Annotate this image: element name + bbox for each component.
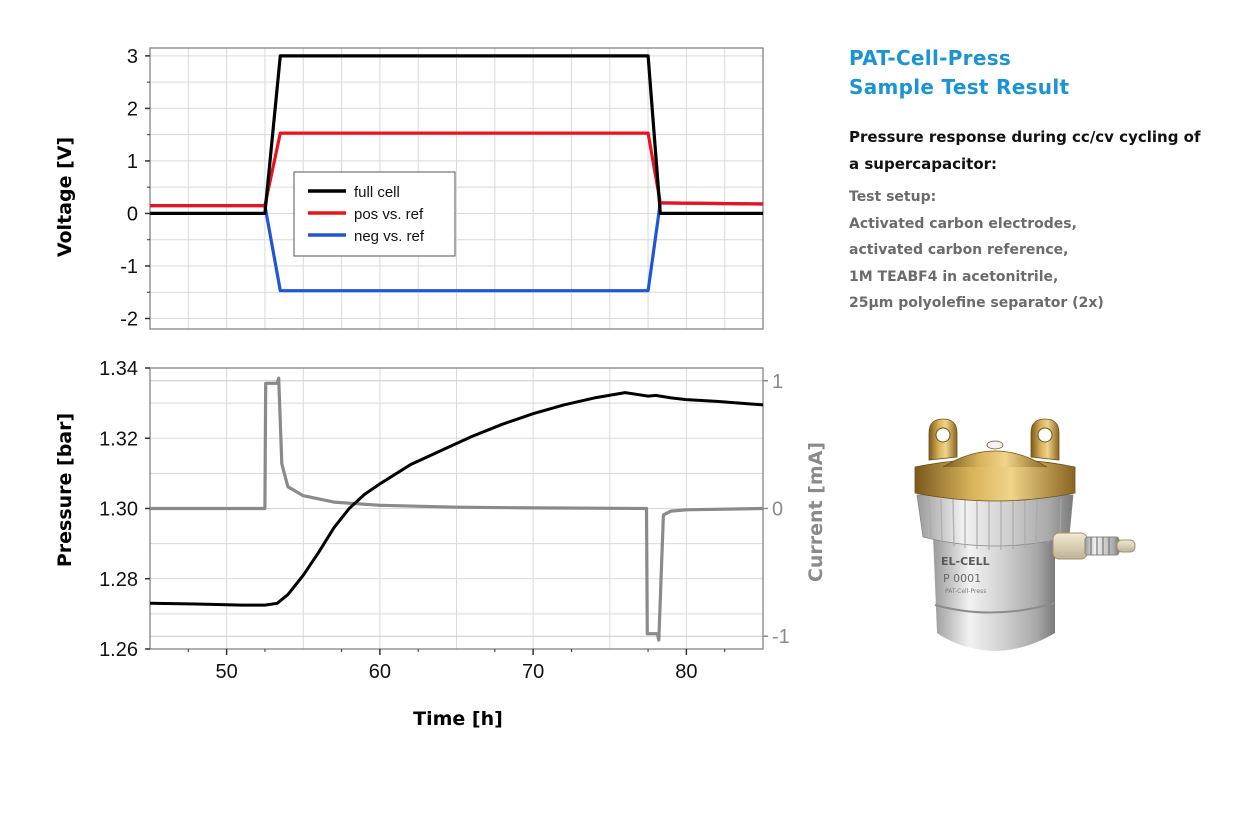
- time-xlabel: Time [h]: [413, 708, 503, 730]
- voltage-plot-frame: [149, 47, 764, 330]
- charts-canvas: 3 2 1 0 -1 -2 Voltage [V] full cell pos vs. r…: [54, 46, 827, 730]
- voltage-ytick-label: 0: [127, 203, 138, 225]
- voltage-ytick-label: 3: [127, 46, 138, 68]
- panel-title-line1: PAT-Cell-Press: [849, 46, 1012, 70]
- device-mounting-ears: [928, 418, 1060, 461]
- voltage-ytick-label: 2: [127, 98, 138, 120]
- pat-cell-press-device-image: EL-CELL P 0001 PAT-Cell-Press: [914, 418, 1136, 651]
- device-serial-text: P 0001: [943, 572, 981, 585]
- voltage-ytick-label: -1: [120, 256, 138, 278]
- time-xtick-label: 70: [522, 661, 544, 683]
- pressure-chart: 1.34 1.32 1.30 1.28 1.26 1 0 -1 50 60 70 80 Press…: [54, 358, 827, 730]
- device-brand-text: EL-CELL: [941, 555, 990, 568]
- voltage-yticks: 3 2 1 0 -1 -2: [120, 46, 150, 330]
- time-xticks: 50 60 70 80: [187, 649, 726, 683]
- voltage-chart: 3 2 1 0 -1 -2 Voltage [V] full cell pos vs. r…: [54, 46, 764, 330]
- current-ytick-label: 0: [772, 499, 783, 521]
- series-pos-vs-ref: [150, 131, 764, 208]
- voltage-legend: full cell pos vs. ref neg vs. ref: [293, 171, 456, 257]
- series-pressure: [149, 391, 764, 607]
- device-side-fitting: [1052, 532, 1136, 560]
- setup-line: 25µm polyolefine separator (2x): [849, 295, 1104, 311]
- pressure-ytick-label: 1.30: [99, 499, 138, 521]
- setup-line: activated carbon reference,: [849, 242, 1069, 258]
- time-xtick-label: 80: [675, 661, 697, 683]
- device-body: [933, 535, 1055, 651]
- series-current: [150, 376, 764, 642]
- setup-line: 1M TEABF4 in acetonitrile,: [849, 268, 1059, 285]
- pressure-ytick-label: 1.28: [99, 569, 138, 591]
- time-xtick-label: 60: [369, 661, 391, 683]
- pressure-yticks: 1.34 1.32 1.30 1.28 1.26: [99, 358, 150, 661]
- voltage-ytick-label: -2: [120, 308, 138, 330]
- legend-label-neg: neg vs. ref: [354, 228, 425, 245]
- setup-line: Test setup:: [849, 189, 937, 205]
- series-full-cell: [150, 54, 763, 215]
- pressure-ytick-label: 1.32: [99, 428, 138, 450]
- device-model-text: PAT-Cell-Press: [945, 588, 986, 595]
- voltage-grid: [150, 48, 763, 329]
- panel-title-line2: Sample Test Result: [849, 75, 1070, 99]
- legend-label-pos: pos vs. ref: [354, 206, 424, 223]
- setup-line: Activated carbon electrodes,: [849, 215, 1077, 232]
- time-xtick-label: 50: [216, 661, 238, 683]
- voltage-ytick-label: 1: [127, 151, 138, 173]
- current-ylabel: Current [mA]: [805, 442, 827, 582]
- test-setup: Test setup: Activated carbon electrodes,…: [849, 184, 1209, 317]
- panel-title: PAT-Cell-Press Sample Test Result: [849, 44, 1209, 102]
- current-ytick-label: -1: [772, 626, 790, 648]
- legend-label-full-cell: full cell: [354, 184, 400, 201]
- voltage-series: [150, 54, 764, 293]
- pressure-series: [149, 376, 764, 642]
- current-ytick-label: 1: [772, 371, 783, 393]
- voltage-ylabel: Voltage [V]: [54, 137, 76, 257]
- current-yticks: 1 0 -1: [763, 371, 790, 648]
- info-panel: PAT-Cell-Press Sample Test Result Pressu…: [849, 44, 1209, 317]
- pressure-ytick-label: 1.26: [99, 639, 138, 661]
- pressure-grid: [150, 368, 763, 649]
- pressure-ylabel: Pressure [bar]: [54, 413, 76, 567]
- panel-subheading: Pressure response during cc/cv cycling o…: [849, 128, 1201, 173]
- pressure-ytick-label: 1.34: [99, 358, 138, 380]
